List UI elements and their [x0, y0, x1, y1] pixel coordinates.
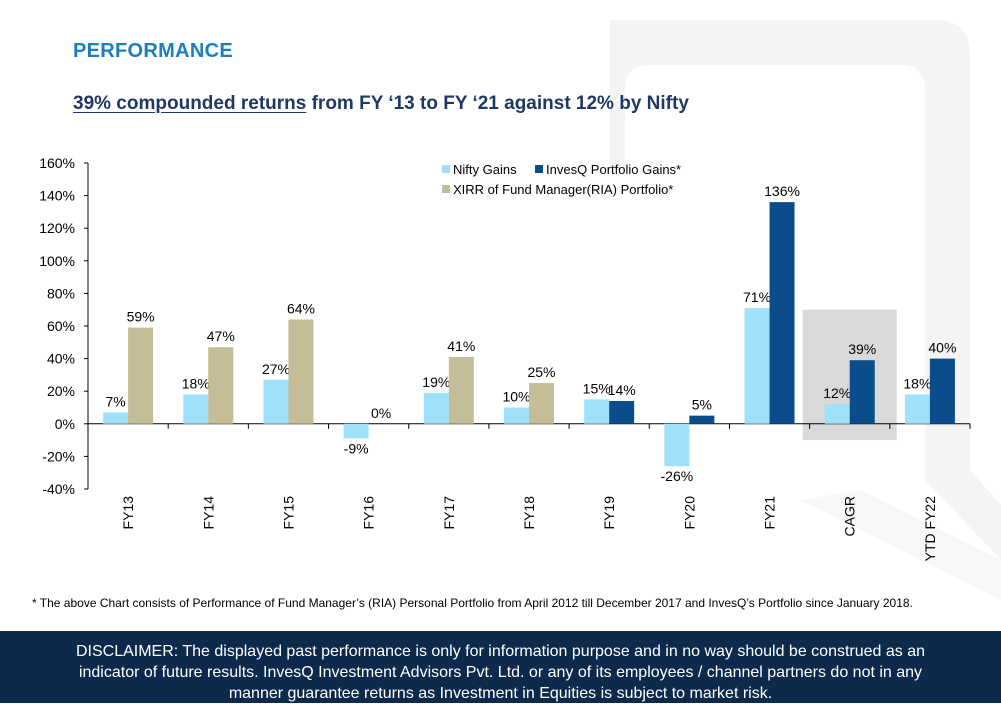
x-category-label: CAGR: [842, 496, 858, 536]
data-label: 25%: [527, 364, 555, 380]
bar-xirr-of-fund-manager-ria-portfolio--fy13: [128, 327, 154, 424]
bar-nifty-gains-fy14: [183, 394, 209, 424]
y-tick-label: -20%: [42, 448, 75, 464]
data-label: 136%: [764, 183, 800, 199]
data-label: 7%: [105, 393, 125, 409]
data-label: 18%: [903, 375, 931, 391]
x-category-label: FY16: [361, 496, 377, 530]
data-label: 19%: [422, 374, 450, 390]
headline-emphasis: 39% compounded returns: [73, 93, 307, 114]
y-tick-label: 160%: [39, 155, 75, 171]
data-label: -26%: [661, 468, 694, 484]
bar-xirr-of-fund-manager-ria-portfolio--fy17: [448, 356, 474, 424]
bar-xirr-of-fund-manager-ria-portfolio--fy18: [529, 383, 554, 424]
data-label: 5%: [692, 397, 712, 413]
bar-nifty-gains-fy19: [584, 399, 610, 424]
legend-label: XIRR of Fund Manager(RIA) Portfolio*: [453, 182, 673, 197]
bar-invesq-portfolio-gains--fy21: [769, 202, 795, 424]
data-label: 39%: [848, 341, 876, 357]
disclaimer-banner: DISCLAIMER: The displayed past performan…: [0, 631, 1001, 703]
data-label: 64%: [287, 300, 315, 316]
bar-nifty-gains-fy15: [263, 379, 289, 424]
bar-nifty-gains-fy13: [103, 412, 129, 424]
bar-nifty-gains-fy16: [343, 423, 369, 439]
headline: 39% compounded returns from FY ‘13 to FY…: [73, 93, 689, 115]
headline-rest: from FY ‘13 to FY ‘21 against 12% by Nif…: [306, 93, 689, 114]
bar-nifty-gains-fy21: [744, 308, 770, 424]
x-category-label: FY15: [280, 496, 296, 530]
x-category-label: FY18: [521, 496, 537, 530]
legend-swatch: [535, 165, 543, 173]
bar-nifty-gains-fy17: [423, 392, 449, 424]
disclaimer-line-1: DISCLAIMER: The displayed past performan…: [75, 643, 926, 660]
bar-invesq-portfolio-gains--fy20: [689, 415, 715, 424]
data-label: 59%: [127, 309, 155, 325]
data-label: 14%: [608, 382, 636, 398]
data-label: 27%: [262, 361, 290, 377]
bar-xirr-of-fund-manager-ria-portfolio--fy14: [208, 347, 234, 424]
bar-invesq-portfolio-gains--cagr: [849, 360, 875, 424]
x-category-label: YTD FY22: [922, 496, 938, 562]
data-label: 12%: [823, 385, 851, 401]
x-category-label: FY14: [200, 496, 216, 530]
bar-nifty-gains-fy18: [504, 407, 529, 424]
disclaimer-line-2: indicator of future results. InvesQ Inve…: [78, 664, 923, 681]
footnote: * The above Chart consists of Performanc…: [32, 596, 913, 610]
y-tick-label: 100%: [39, 253, 75, 269]
legend-swatch: [442, 185, 450, 193]
bar-xirr-of-fund-manager-ria-portfolio--fy15: [288, 319, 314, 424]
data-label: 40%: [928, 340, 956, 356]
data-label: 18%: [182, 375, 210, 391]
legend-label: InvesQ Portfolio Gains*: [546, 162, 681, 177]
y-tick-label: 40%: [47, 351, 75, 367]
y-tick-label: 120%: [39, 220, 75, 236]
y-tick-label: 60%: [47, 318, 75, 334]
y-tick-label: -40%: [42, 481, 75, 497]
data-label: 71%: [743, 289, 771, 305]
bar-nifty-gains-cagr: [824, 404, 850, 424]
x-category-label: FY17: [441, 496, 457, 530]
bar-invesq-portfolio-gains--fy19: [609, 400, 635, 424]
y-tick-label: 20%: [47, 383, 75, 399]
y-tick-label: 140%: [39, 188, 75, 204]
y-tick-label: 80%: [47, 285, 75, 301]
legend-label: Nifty Gains: [453, 162, 517, 177]
data-label: 15%: [583, 380, 611, 396]
legend-swatch: [442, 165, 450, 173]
data-label: 0%: [371, 405, 391, 421]
bar-nifty-gains-ytd-fy22: [904, 394, 930, 424]
x-category-label: FY21: [762, 496, 778, 530]
data-label: -9%: [344, 440, 369, 456]
x-category-label: FY19: [601, 496, 617, 530]
bar-invesq-portfolio-gains--ytd-fy22: [929, 358, 955, 424]
disclaimer-line-3: manner guarantee returns as Investment i…: [228, 685, 773, 702]
data-label: 41%: [447, 338, 475, 354]
performance-chart: -40% -20% 0% 20% 40% 60% 80% 100% 120% 140% 160% 7%…: [39, 155, 971, 562]
data-label: 47%: [207, 328, 235, 344]
x-category-label: FY20: [681, 496, 697, 530]
y-tick-label: 0%: [55, 416, 75, 432]
x-category-label: FY13: [120, 496, 136, 530]
section-title: PERFORMANCE: [73, 40, 233, 62]
data-label: 10%: [502, 389, 530, 405]
bar-nifty-gains-fy20: [664, 423, 690, 467]
